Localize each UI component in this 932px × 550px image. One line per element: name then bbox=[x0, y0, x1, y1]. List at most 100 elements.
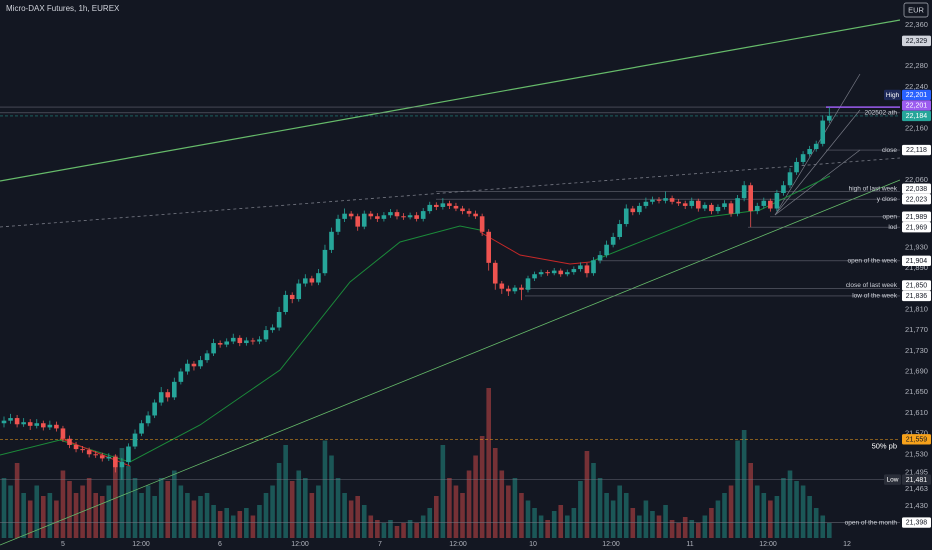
volume-bar bbox=[813, 508, 819, 538]
volume-bar bbox=[525, 500, 531, 538]
volume-bar bbox=[519, 493, 524, 538]
volume-bar bbox=[643, 500, 649, 538]
candle-body bbox=[506, 288, 511, 292]
candle-body bbox=[119, 462, 125, 468]
candle-body bbox=[702, 204, 708, 209]
volume-bar bbox=[113, 455, 118, 538]
y-tick-label: 22,280 bbox=[905, 61, 928, 70]
volume-bar bbox=[230, 515, 236, 538]
candle-body bbox=[355, 216, 360, 227]
level-name: Low bbox=[887, 477, 899, 484]
volume-bar bbox=[565, 515, 570, 538]
volume-bar bbox=[486, 388, 491, 538]
candle-body bbox=[617, 224, 622, 237]
volume-bar bbox=[21, 493, 26, 538]
candle-body bbox=[768, 200, 773, 209]
volume-bar bbox=[178, 485, 184, 538]
volume-bar bbox=[768, 500, 773, 538]
candle-body bbox=[54, 424, 59, 429]
volume-bar bbox=[676, 523, 681, 538]
price-box bbox=[902, 35, 931, 47]
volume-bar bbox=[558, 505, 564, 538]
volume-bar bbox=[460, 493, 465, 538]
candle-body bbox=[34, 423, 40, 426]
volume-bar bbox=[388, 520, 393, 538]
candle-body bbox=[93, 454, 98, 456]
price-box-label: 22,023 bbox=[906, 196, 928, 203]
candle-body bbox=[781, 185, 786, 193]
x-tick-label: 12:00 bbox=[759, 541, 777, 548]
candle-body bbox=[250, 340, 256, 342]
candle-body bbox=[257, 339, 262, 342]
candle-body bbox=[479, 216, 485, 232]
volume-bar bbox=[263, 493, 269, 538]
volume-bar bbox=[794, 481, 799, 538]
level-label: open of the month bbox=[845, 519, 898, 526]
currency-box[interactable] bbox=[903, 2, 929, 18]
volume-bar bbox=[394, 526, 400, 538]
volume-bar bbox=[257, 505, 262, 538]
candle-body bbox=[217, 343, 223, 345]
price-box bbox=[902, 290, 931, 302]
volume-bar bbox=[827, 523, 832, 538]
volume-bar bbox=[473, 455, 478, 538]
level-label: 50% pb bbox=[872, 441, 897, 450]
price-box bbox=[902, 194, 931, 205]
volume-bar bbox=[191, 500, 197, 538]
level-label: close of last week bbox=[846, 282, 898, 289]
volume-bar bbox=[551, 511, 557, 538]
volume-bar bbox=[93, 493, 98, 538]
price-box bbox=[902, 280, 931, 291]
volume-bar bbox=[106, 485, 112, 538]
candle-body bbox=[224, 341, 229, 345]
level-label: 202502 ath bbox=[864, 110, 897, 117]
time-axis: 5 12:00 6 12:00 7 12:00 10 12:00 11 12:00 12 bbox=[61, 541, 851, 548]
price-box-label: 21,398 bbox=[906, 520, 928, 527]
candle-body bbox=[185, 363, 190, 372]
volume-bar bbox=[1, 478, 7, 538]
price-box-label: 21,969 bbox=[906, 224, 928, 231]
y-tick-label: 22,240 bbox=[905, 82, 928, 91]
volume-bar bbox=[244, 508, 249, 538]
x-tick-label: 12:00 bbox=[132, 541, 150, 548]
candle-body bbox=[486, 231, 491, 263]
volume-bar bbox=[761, 493, 767, 538]
candle-body bbox=[584, 265, 590, 274]
volume-bar bbox=[322, 440, 328, 538]
volume-bar bbox=[8, 485, 13, 538]
level-name-box bbox=[884, 89, 901, 101]
volume-bar bbox=[604, 493, 609, 538]
candle-body bbox=[211, 343, 216, 354]
x-tick-label: 12 bbox=[843, 541, 851, 548]
candle-body bbox=[761, 200, 767, 206]
volume-bar bbox=[414, 523, 419, 538]
price-box-label: 21,481 bbox=[906, 477, 928, 484]
volume-bar bbox=[132, 478, 138, 538]
x-tick-label: 10 bbox=[529, 541, 537, 548]
candle-body bbox=[276, 311, 282, 328]
candle-body bbox=[237, 337, 243, 344]
volume-bar bbox=[440, 445, 446, 538]
candle-body bbox=[322, 249, 328, 274]
volume-bar bbox=[401, 523, 406, 538]
candle-body bbox=[1, 420, 7, 424]
level-name: High bbox=[886, 92, 900, 99]
volume-bar bbox=[453, 485, 459, 538]
volume-bar bbox=[610, 500, 616, 538]
candle-body bbox=[453, 205, 459, 209]
volume-bar bbox=[630, 508, 636, 538]
candle-body bbox=[545, 272, 550, 274]
candle-body bbox=[473, 213, 478, 217]
candle-body bbox=[604, 244, 609, 256]
candle-body bbox=[663, 198, 668, 201]
candle-body bbox=[820, 120, 826, 144]
volume-bar bbox=[381, 523, 387, 538]
candle-body bbox=[807, 149, 812, 155]
candle-body bbox=[787, 172, 793, 186]
candle-body bbox=[60, 428, 66, 439]
candle-body bbox=[466, 211, 472, 214]
candle-body bbox=[774, 192, 780, 209]
candle-body bbox=[558, 270, 564, 275]
candle-body bbox=[571, 269, 577, 273]
price-box-label: 22,329 bbox=[906, 38, 928, 45]
